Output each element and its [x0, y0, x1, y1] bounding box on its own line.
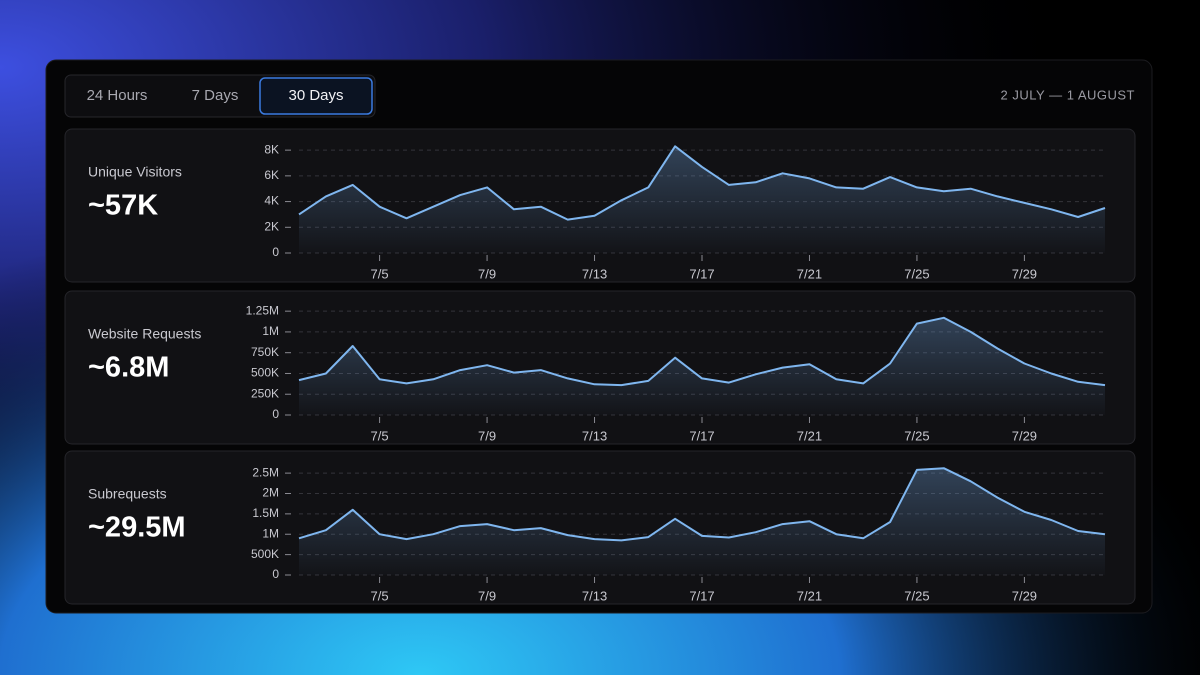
x-tick-label: 7/13: [582, 266, 607, 281]
x-tick-label: 7/13: [582, 428, 607, 443]
x-tick-label: 7/5: [371, 266, 389, 281]
x-tick-label: 7/25: [904, 266, 929, 281]
chart-title: Subrequests: [88, 486, 167, 502]
y-tick-label: 1.25M: [246, 303, 279, 317]
tab-label[interactable]: 24 Hours: [87, 87, 148, 104]
line: [298, 467, 1106, 542]
x-tick-label: 7/25: [904, 428, 929, 443]
chart-title: Website Requests: [88, 326, 201, 342]
tab-label[interactable]: 7 Days: [192, 87, 239, 104]
y-tick-label: 750K: [251, 345, 279, 359]
tab-label[interactable]: 30 Days: [288, 87, 343, 104]
x-tick-label: 7/25: [904, 588, 929, 603]
y-tick-label: 4K: [264, 194, 279, 208]
x-tick-label: 7/9: [478, 428, 496, 443]
y-tick-label: 250K: [251, 386, 279, 400]
y-tick-label: 0: [272, 567, 279, 581]
y-tick-label: 2M: [262, 486, 279, 500]
area: [299, 317, 1105, 415]
x-tick-label: 7/17: [689, 266, 714, 281]
x-tick-label: 7/29: [1012, 588, 1037, 603]
y-tick-label: 500K: [251, 547, 279, 561]
y-tick-label: 0: [272, 245, 279, 259]
x-tick-label: 7/17: [689, 588, 714, 603]
y-tick-label: 0: [272, 407, 279, 421]
chart-title: Unique Visitors: [88, 164, 182, 180]
y-tick-label: 1M: [262, 324, 279, 338]
x-tick-label: 7/21: [797, 266, 822, 281]
date-range: 2 JULY — 1 AUGUST: [1001, 87, 1135, 102]
y-tick-label: 6K: [264, 168, 279, 182]
x-tick-label: 7/21: [797, 428, 822, 443]
y-tick-label: 2K: [264, 219, 279, 233]
x-tick-label: 7/21: [797, 588, 822, 603]
chart-summary: ~57K: [88, 190, 158, 222]
x-tick-label: 7/5: [371, 588, 389, 603]
y-tick-label: 8K: [264, 142, 279, 156]
y-tick-label: 1M: [262, 526, 279, 540]
x-tick-label: 7/13: [582, 588, 607, 603]
x-tick-label: 7/17: [689, 428, 714, 443]
line: [298, 316, 1106, 387]
y-tick-label: 500K: [251, 366, 279, 380]
area: [299, 468, 1105, 575]
line: [298, 145, 1106, 221]
x-tick-label: 7/9: [478, 266, 496, 281]
x-tick-label: 7/5: [371, 428, 389, 443]
chart-summary: ~6.8M: [88, 352, 169, 384]
y-tick-label: 2.5M: [252, 465, 279, 479]
area: [299, 146, 1105, 253]
y-tick-label: 1.5M: [252, 506, 279, 520]
x-tick-label: 7/29: [1012, 266, 1037, 281]
x-tick-label: 7/9: [478, 588, 496, 603]
tab[interactable]: [259, 77, 373, 115]
x-tick-label: 7/29: [1012, 428, 1037, 443]
chart-summary: ~29.5M: [88, 512, 186, 544]
